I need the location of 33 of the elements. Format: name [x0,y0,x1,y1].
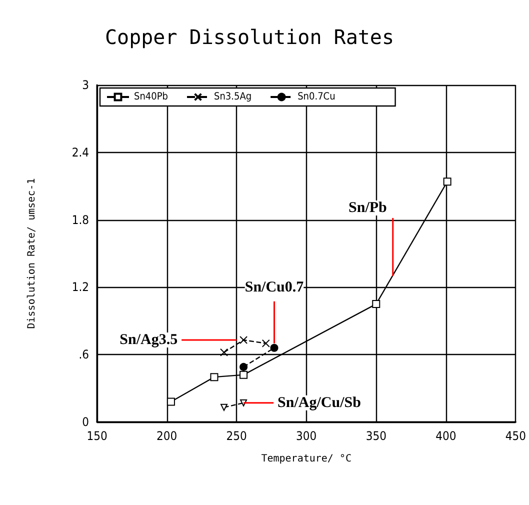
annotation: Sn/Ag3.5 [120,332,178,348]
y-tick-label: 3 [82,78,89,92]
point [240,370,248,379]
point [210,373,218,382]
point [270,344,278,352]
annotation: Sn/Cu0.7 [244,279,304,296]
x-tick-label: 250 [226,429,247,443]
y-tick-label: 1.8 [72,212,90,227]
point [240,336,248,344]
y-tick-label: .6 [78,348,90,362]
x-tick-label: 450 [505,429,526,443]
annotation: Sn/Ag/Cu/Sb [278,394,361,411]
chart-title: Copper Dissolution Rates [105,25,394,49]
point [240,362,248,371]
point [372,300,380,308]
y-axis-title: Dissolution Rate/ umsec-1 [26,178,38,329]
legend-label: Sn3.5Ag [214,92,252,102]
x-tick-label: 350 [366,429,387,443]
point [166,398,175,406]
x-axis-title: Temperature/ °C [261,454,352,464]
legend-label: Sn40Pb [134,92,168,102]
annotation: Sn/Pb [348,200,387,216]
legend-label: Sn0.7Cu [298,92,336,102]
y-tick-label: 0 [82,415,90,429]
y-tick-label: 2.4 [72,145,90,160]
point [262,339,270,348]
x-tick-label: 300 [296,429,317,443]
x-tick-label: 200 [156,429,178,443]
point [443,178,452,186]
y-tick-label: 1.2 [72,280,89,294]
point [220,348,228,356]
x-tick-label: 400 [436,429,456,443]
x-tick-label: 150 [86,429,108,443]
